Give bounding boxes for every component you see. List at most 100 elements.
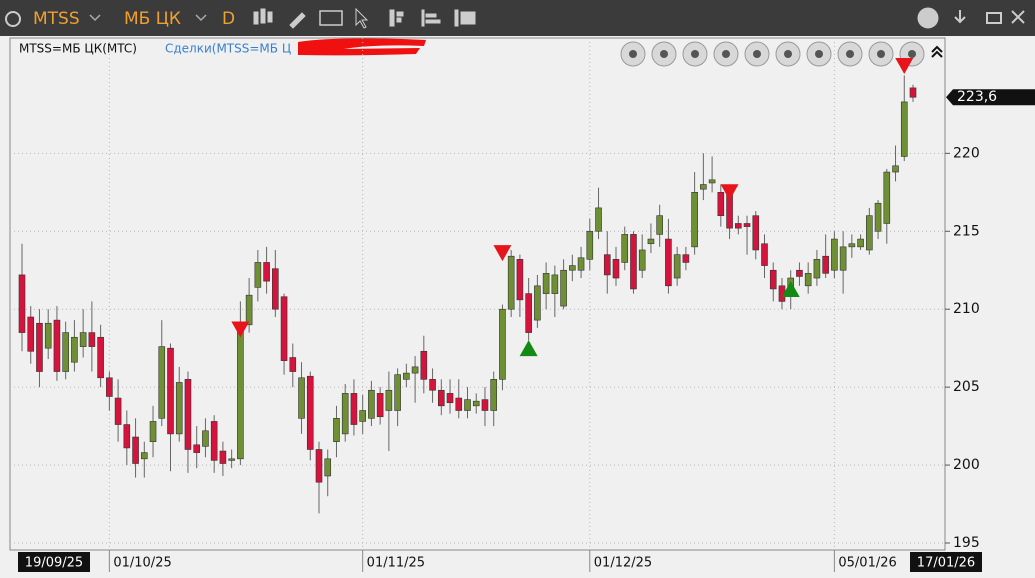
candle-body <box>455 397 463 411</box>
candle-body <box>289 357 297 372</box>
candle-body <box>595 207 602 232</box>
sell-signal <box>895 58 914 75</box>
candle-body <box>481 399 489 411</box>
plot-frame <box>9 37 946 551</box>
candle-body <box>106 377 113 397</box>
last-price-tag <box>946 89 1035 106</box>
candle-body <box>44 322 52 349</box>
candle-body <box>551 274 559 294</box>
y-tick-label: 205 <box>953 379 980 395</box>
candle-body <box>464 399 471 411</box>
candle-body <box>909 87 917 98</box>
y-tick-label: 200 <box>953 457 980 473</box>
candle-body <box>184 379 192 450</box>
candle-body <box>813 259 821 279</box>
y-tick-label: 210 <box>953 301 980 317</box>
candle-body <box>499 308 506 380</box>
candle-body <box>621 234 629 263</box>
candle-body <box>193 444 201 453</box>
candle-body <box>350 393 358 425</box>
candle-body <box>219 450 227 464</box>
candle-body <box>743 223 751 227</box>
date-tag <box>18 552 90 572</box>
candle-body <box>140 452 148 460</box>
x-tick-label: 01/11/25 <box>367 556 425 571</box>
candle-body <box>682 254 690 263</box>
candle-body <box>403 372 410 380</box>
candle-body <box>62 332 69 372</box>
candle-body <box>298 377 305 419</box>
sell-signal <box>493 245 512 262</box>
candle-body <box>263 262 270 282</box>
nav-button-icon[interactable] <box>815 50 823 58</box>
candle-body <box>411 366 419 374</box>
candle-body <box>228 458 235 461</box>
nav-button-icon[interactable] <box>784 50 792 58</box>
candle-body <box>71 336 78 363</box>
trades-label[interactable]: Сделки(MTSS=МБ Ц <box>165 42 291 56</box>
toolbar-icons[interactable] <box>253 7 1025 29</box>
candle-body <box>385 389 393 411</box>
candle-body <box>665 238 672 287</box>
candle-body <box>857 238 864 248</box>
x-tick-label: 01/10/25 <box>113 556 171 571</box>
candle-body <box>647 238 655 245</box>
x-tick-label: 05/01/26 <box>838 556 896 571</box>
y-tick-label: 195 <box>953 535 980 551</box>
status-icon[interactable] <box>5 11 21 27</box>
collapse-icon[interactable] <box>931 45 943 58</box>
candle-body <box>892 165 899 173</box>
candle-body <box>656 215 663 235</box>
candle-body <box>18 274 26 333</box>
board[interactable]: МБ ЦК <box>124 9 181 29</box>
candle-body <box>210 421 218 461</box>
candle-body <box>306 375 314 450</box>
candle-body <box>394 374 401 411</box>
candle-body <box>822 255 829 274</box>
candle-body <box>507 255 515 310</box>
candle-body <box>341 393 349 435</box>
candle-body <box>560 269 567 307</box>
nav-button-icon[interactable] <box>722 50 730 58</box>
candle-body <box>324 458 332 477</box>
candle-body <box>673 254 681 279</box>
candle-body <box>437 389 445 407</box>
nav-button-icon[interactable] <box>629 50 637 58</box>
candle-body <box>638 249 646 271</box>
candle-body <box>280 296 288 361</box>
nav-button-icon[interactable] <box>753 50 761 58</box>
candle-body <box>577 257 585 271</box>
candle-body <box>769 269 777 290</box>
nav-button-icon[interactable] <box>908 50 916 58</box>
candle-body <box>734 223 742 229</box>
candle-body <box>53 319 61 372</box>
dropdown-arrow[interactable] <box>89 14 101 22</box>
candle-body <box>603 254 611 276</box>
candle-body <box>88 332 96 347</box>
sell-signal <box>231 321 250 338</box>
dropdown-arrow[interactable] <box>195 14 207 22</box>
candle-body <box>630 234 637 290</box>
candle-body <box>79 332 87 347</box>
candle-body <box>333 418 340 442</box>
date-tag <box>910 552 982 572</box>
nav-button-icon[interactable] <box>877 50 885 58</box>
x-tick-label: 17/01/26 <box>917 556 975 571</box>
sell-signal <box>720 184 739 201</box>
ticker[interactable]: MTSS <box>33 9 80 29</box>
x-tick-label: 01/12/25 <box>594 556 652 571</box>
candle-body <box>831 238 838 271</box>
nav-button-icon[interactable] <box>846 50 854 58</box>
candle-body <box>167 347 174 435</box>
candle-body <box>27 316 35 352</box>
candle-body <box>158 346 166 419</box>
candle-body <box>175 382 183 435</box>
interval[interactable]: D <box>222 9 235 29</box>
candle-body <box>612 259 620 279</box>
candle-body <box>446 393 454 404</box>
nav-button-icon[interactable] <box>660 50 668 58</box>
candle-body <box>36 322 43 372</box>
candle-body <box>376 393 384 418</box>
nav-button-icon[interactable] <box>691 50 699 58</box>
buy-signal <box>781 280 800 297</box>
